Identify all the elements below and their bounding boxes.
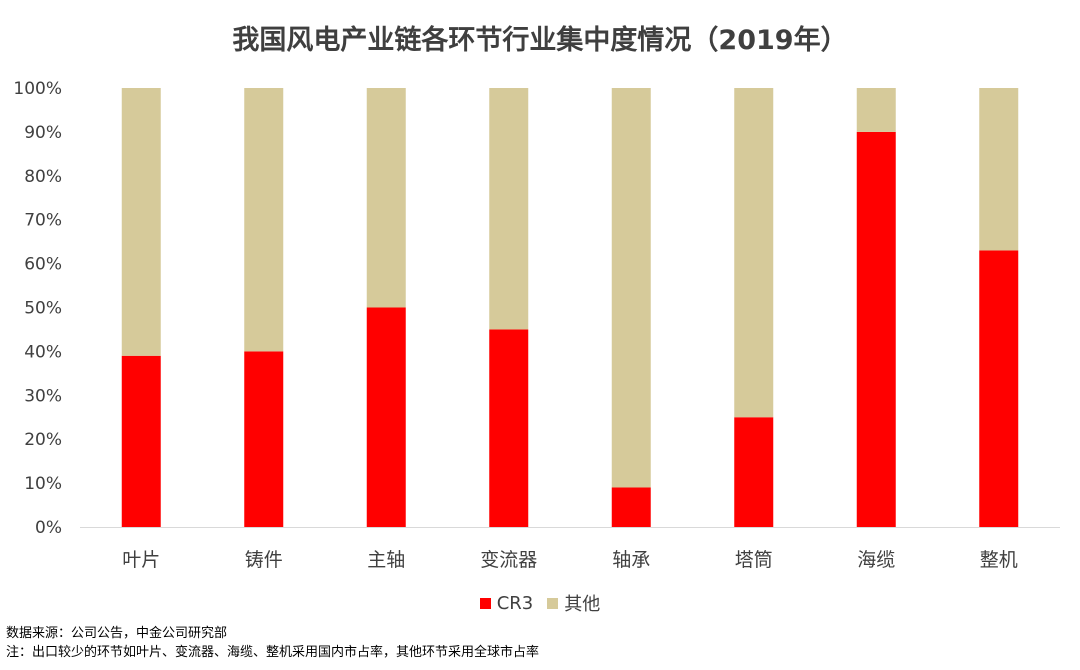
bar-other: [121, 88, 161, 356]
bar-cr3: [734, 417, 774, 527]
y-tick-label: 70%: [24, 211, 62, 231]
y-tick-label: 80%: [24, 167, 62, 187]
legend: CR3 其他: [0, 590, 1080, 616]
y-tick-label: 30%: [24, 386, 62, 406]
x-tick-label: 海缆: [857, 549, 895, 571]
bar-cr3: [121, 355, 161, 527]
legend-item-cr3: CR3: [479, 592, 534, 614]
bar-other: [979, 88, 1019, 251]
bar-other: [244, 88, 284, 352]
x-tick-label: 塔筒: [735, 549, 773, 571]
bar-cr3: [244, 351, 284, 527]
bar-other: [856, 88, 896, 132]
footnote: 注：出口较少的环节如叶片、变流器、海缆、整机采用国内市占率，其他环节采用全球市占…: [6, 645, 540, 660]
bar-cr3: [489, 329, 529, 527]
y-tick-label: 100%: [13, 79, 62, 99]
y-tick-label: 40%: [24, 342, 62, 362]
legend-item-other: 其他: [547, 590, 600, 616]
chart-title: 我国风电产业链各环节行业集中度情况（2019年）: [232, 25, 848, 56]
x-tick-label: 主轴: [367, 549, 405, 571]
x-tick-label: 整机: [980, 549, 1018, 571]
y-tick-label: 0%: [35, 518, 62, 538]
y-tick-label: 20%: [24, 430, 62, 450]
bar-other: [489, 88, 529, 330]
bar-cr3: [366, 307, 406, 527]
bar-cr3: [856, 131, 896, 527]
bar-other: [611, 88, 651, 488]
y-tick-label: 60%: [24, 255, 62, 275]
bar-other: [366, 88, 406, 308]
data-source-note: 数据来源：公司公告，中金公司研究部: [6, 626, 228, 641]
x-tick-label: 变流器: [480, 549, 537, 571]
x-tick-label: 叶片: [122, 549, 160, 571]
y-tick-label: 90%: [24, 123, 62, 143]
legend-label-other: 其他: [564, 594, 601, 615]
x-tick-label: 轴承: [612, 549, 650, 571]
legend-swatch-other: [547, 597, 559, 609]
legend-label-cr3: CR3: [496, 592, 534, 614]
y-tick-label: 50%: [24, 299, 62, 319]
bar-other: [734, 88, 774, 418]
legend-swatch-cr3: [479, 597, 491, 609]
bar-cr3: [611, 487, 651, 527]
y-tick-label: 10%: [24, 474, 62, 494]
x-tick-label: 铸件: [245, 549, 283, 571]
bar-cr3: [979, 250, 1019, 527]
